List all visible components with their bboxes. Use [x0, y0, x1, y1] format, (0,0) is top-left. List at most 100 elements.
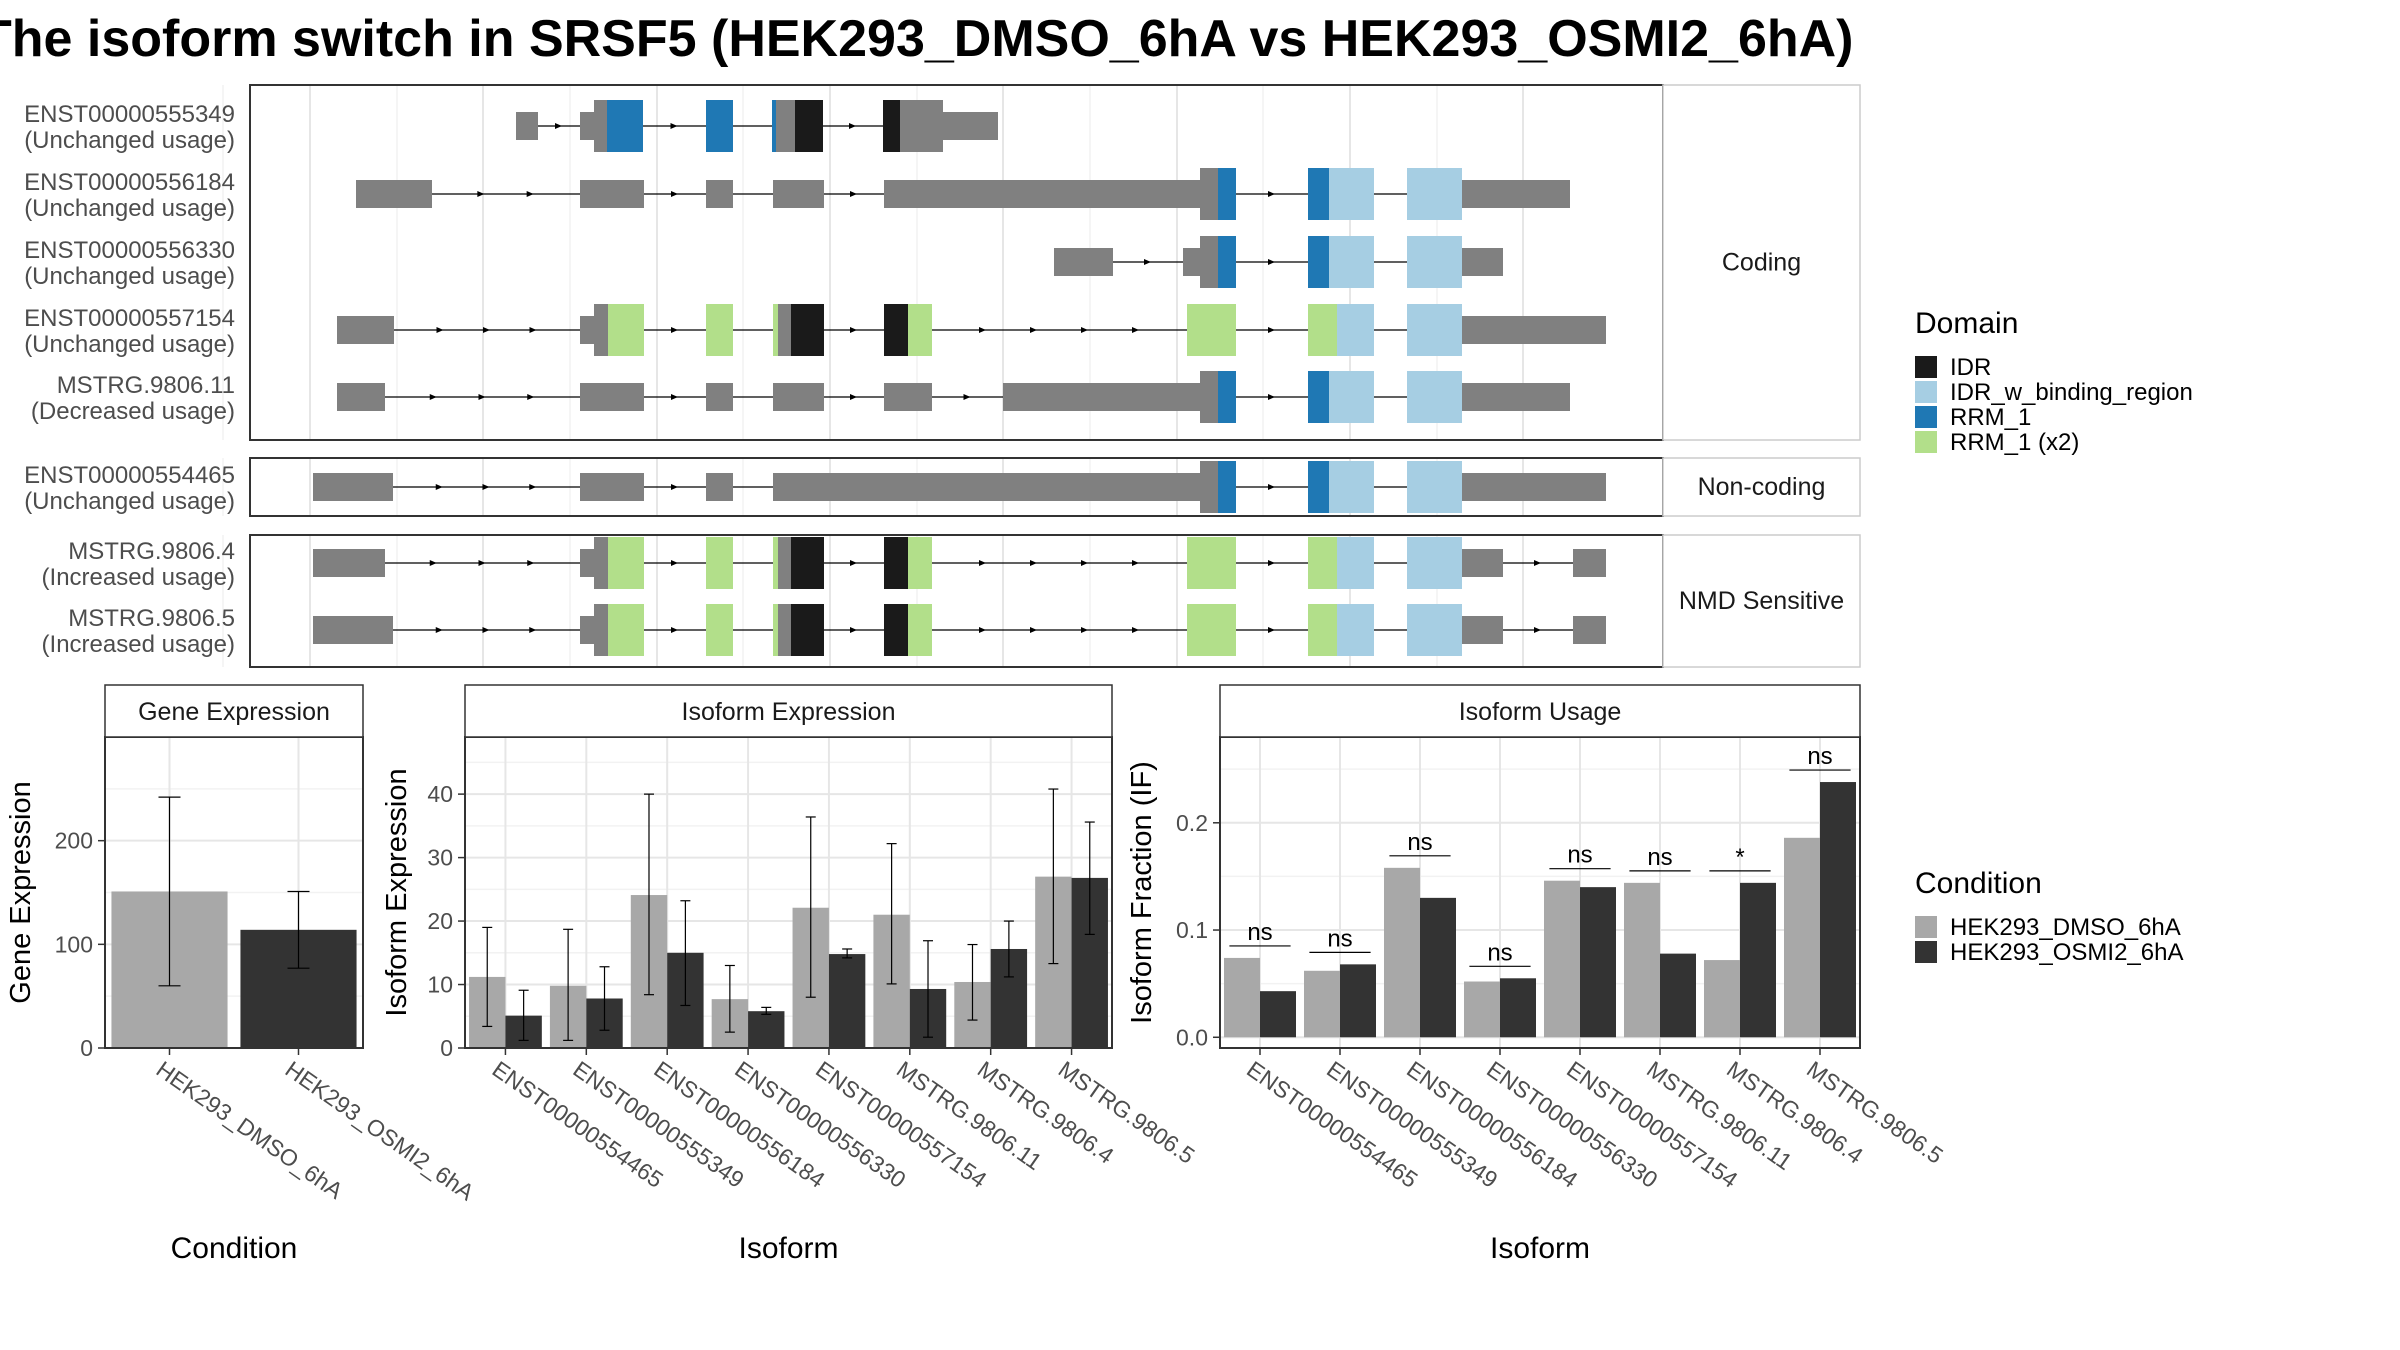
exon-segment: [580, 616, 594, 644]
intron-arrow: [483, 327, 490, 333]
exon-segment: [594, 537, 608, 589]
intron-arrow: [1030, 560, 1037, 566]
exon-segment: [884, 304, 908, 356]
y-axis-title: Isoform Fraction (IF): [1126, 761, 1158, 1024]
intron-arrow: [429, 394, 437, 400]
exon-segment: [791, 604, 824, 656]
exon-segment: [773, 604, 778, 656]
exon-segment: [1308, 371, 1329, 423]
exon-segment: [778, 537, 791, 589]
exon-segment: [706, 304, 733, 356]
transcript-usage-label: (Unchanged usage): [24, 263, 235, 290]
significance-label: ns: [1407, 829, 1432, 856]
exon-segment: [908, 604, 932, 656]
exon-segment: [773, 473, 1200, 501]
exon-segment: [1308, 168, 1329, 220]
legend-label: HEK293_DMSO_6hA: [1950, 914, 2181, 941]
exon-segment: [1329, 168, 1374, 220]
y-axis-title: Isoform Expression: [381, 768, 413, 1016]
domain-legend-title: Domain: [1915, 307, 2018, 340]
intron-arrow: [1268, 560, 1275, 566]
intron-arrow: [1534, 627, 1541, 633]
significance-label: ns: [1327, 925, 1352, 952]
legend-swatch: [1915, 916, 1937, 938]
intron-arrow: [850, 560, 857, 566]
intron-arrow: [1268, 394, 1275, 400]
transcript-row: MSTRG.9806.4(Increased usage): [42, 537, 1606, 591]
condition-legend: Condition HEK293_DMSO_6hAHEK293_OSMI2_6h…: [1915, 867, 2183, 966]
intron-arrow: [1132, 327, 1139, 333]
legend-swatch: [1915, 381, 1937, 403]
facet-strip: [1662, 534, 1861, 668]
exon-segment: [356, 180, 432, 208]
figure-title: The isoform switch in SRSF5 (HEK293_DMSO…: [0, 10, 1854, 68]
transcript-id-label: MSTRG.9806.11: [57, 372, 235, 399]
structure-panel: MSTRG.9806.4(Increased usage)MSTRG.9806.…: [42, 534, 1861, 668]
significance-label: ns: [1647, 844, 1672, 871]
exon-segment: [580, 316, 594, 344]
intron-arrow: [671, 484, 678, 490]
intron-arrow: [477, 191, 485, 197]
bar: [1500, 978, 1536, 1038]
exon-segment: [706, 180, 733, 208]
exon-segment: [706, 473, 733, 501]
exon-segment: [580, 112, 594, 140]
chart-title: Gene Expression: [138, 698, 330, 726]
chart-title-strip: [104, 684, 364, 738]
exon-segment: [1218, 236, 1236, 288]
intron-arrow: [1132, 627, 1139, 633]
bar: [1420, 897, 1456, 1038]
intron-arrow: [435, 627, 443, 633]
exon-segment: [608, 304, 644, 356]
bar: [1660, 953, 1696, 1038]
legend-swatch: [1915, 356, 1937, 378]
legend-label: IDR_w_binding_region: [1950, 379, 2193, 406]
bar: [1784, 837, 1820, 1038]
exon-segment: [1183, 248, 1200, 276]
intron-arrow: [979, 560, 986, 566]
exon-segment: [773, 304, 778, 356]
significance-label: ns: [1807, 743, 1832, 770]
transcript-id-label: ENST00000557154: [24, 305, 235, 332]
transcript-usage-label: (Unchanged usage): [24, 331, 235, 358]
structure-panel: ENST00000555349(Unchanged usage)ENST0000…: [24, 84, 1861, 441]
exon-segment: [1573, 549, 1606, 577]
exon-segment: [313, 549, 385, 577]
transcript-id-label: ENST00000554465: [24, 462, 235, 489]
y-tick-label: 200: [55, 828, 93, 854]
transcript-usage-label: (Decreased usage): [31, 398, 235, 425]
transcript-row: ENST00000557154(Unchanged usage): [24, 304, 1606, 358]
y-tick-label: 100: [55, 931, 93, 957]
exon-segment: [1407, 236, 1462, 288]
facet-strip-label: Coding: [1722, 249, 1801, 277]
y-axis-title: Gene Expression: [5, 781, 37, 1003]
exon-segment: [773, 383, 824, 411]
x-axis-title: Condition: [171, 1232, 298, 1265]
x-axis-title: Isoform: [1490, 1232, 1590, 1265]
intron-arrow: [529, 627, 537, 633]
intron-arrow: [526, 191, 534, 197]
exon-segment: [791, 537, 824, 589]
exon-segment: [594, 100, 607, 152]
y-tick-label: 10: [427, 972, 453, 998]
x-tick-label: MSTRG.9806.5: [1802, 1056, 1948, 1169]
intron-arrow: [671, 191, 678, 197]
exon-segment: [580, 473, 644, 501]
bar: [1820, 782, 1856, 1038]
bar: [1304, 970, 1340, 1038]
exon-segment: [1337, 304, 1374, 356]
legend-label: RRM_1: [1950, 404, 2031, 431]
exon-segment: [1308, 537, 1337, 589]
transcript-id-label: ENST00000556330: [24, 237, 235, 264]
exon-segment: [778, 604, 791, 656]
intron-arrow: [671, 394, 678, 400]
intron-arrow: [527, 560, 535, 566]
bar: [1464, 981, 1500, 1038]
exon-segment: [1462, 473, 1606, 501]
bar: [1704, 960, 1740, 1038]
bar: [1624, 882, 1660, 1038]
transcript-usage-label: (Increased usage): [42, 631, 235, 658]
exon-segment: [1329, 236, 1374, 288]
